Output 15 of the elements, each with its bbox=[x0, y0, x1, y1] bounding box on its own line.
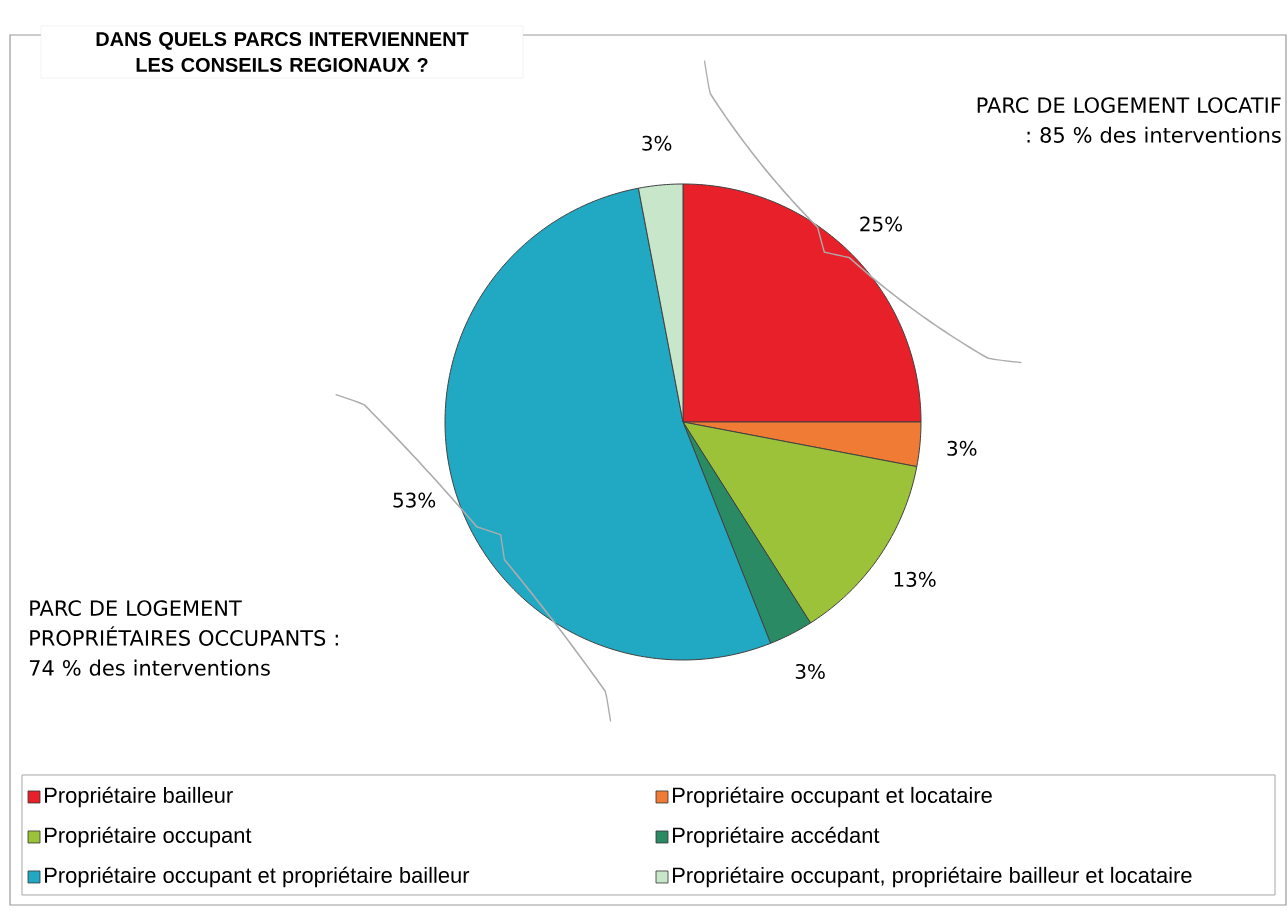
data-label: 3% bbox=[947, 440, 977, 456]
legend-label: Propriétaire occupant bbox=[45, 826, 252, 848]
data-label: 3% bbox=[642, 135, 672, 151]
chart-title: DANS QUELS PARCS INTERVIENNENT LES CONSEILS REGIONAUX ? bbox=[96, 31, 469, 72]
legend-label: Propriétaire bailleur bbox=[45, 786, 233, 808]
legend-label: Propriétaire occupant et propriétaire bailleur bbox=[45, 866, 470, 888]
data-label: 53% bbox=[393, 492, 436, 508]
text: PARC DE LOGEMENT LOCATIF : 85 % des interventions bbox=[977, 97, 1281, 143]
data-label: 25% bbox=[860, 216, 903, 232]
legend-label: Propriétaire occupant et locataire bbox=[673, 786, 992, 808]
legend-label: Propriétaire occupant, propriétaire bailleur et locataire bbox=[673, 866, 1192, 888]
data-label: 13% bbox=[894, 571, 936, 587]
data-label: 3% bbox=[795, 663, 825, 679]
text: PARC DE LOGEMENT PROPRIÉTAIRES OCCUPANTS : 74 % des interventions bbox=[29, 600, 338, 676]
legend-label: Propriétaire accédant bbox=[673, 826, 880, 848]
